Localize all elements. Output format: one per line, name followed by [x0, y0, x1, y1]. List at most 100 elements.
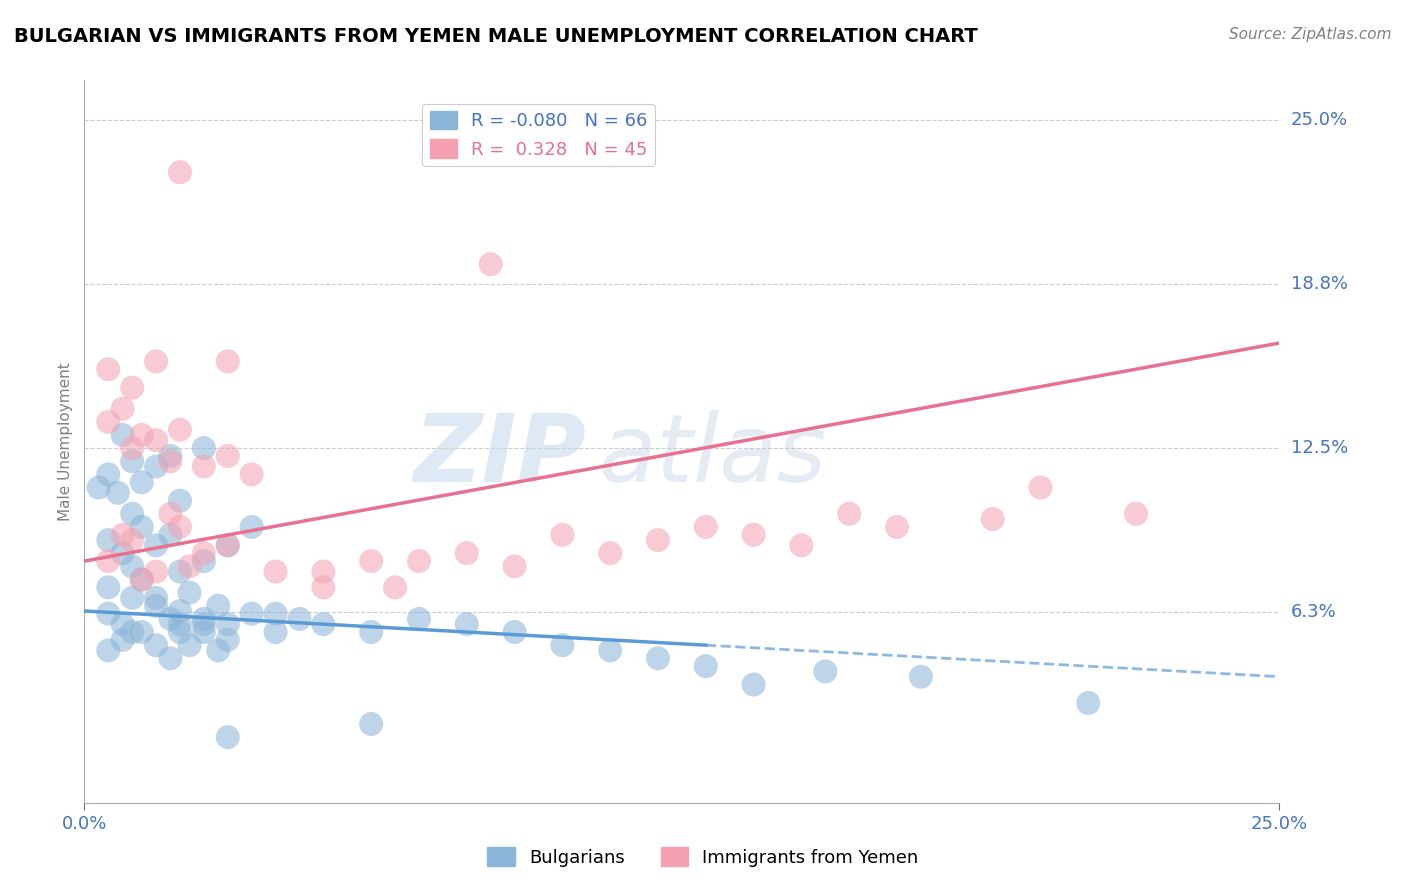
Text: 12.5%: 12.5%: [1291, 439, 1348, 457]
Point: [179, 585, 201, 599]
Point: [179, 559, 201, 574]
Text: ZIP: ZIP: [413, 410, 586, 502]
Point: [790, 538, 813, 552]
Point: [169, 565, 191, 579]
Point: [159, 528, 181, 542]
Point: [217, 730, 239, 744]
Point: [217, 617, 239, 632]
Point: [121, 533, 143, 547]
Point: [742, 528, 765, 542]
Point: [384, 580, 406, 594]
Point: [240, 520, 263, 534]
Point: [121, 507, 143, 521]
Point: [131, 573, 153, 587]
Point: [742, 677, 765, 691]
Point: [169, 520, 191, 534]
Point: [121, 454, 143, 468]
Text: 6.3%: 6.3%: [1291, 603, 1336, 622]
Point: [97, 362, 120, 376]
Point: [240, 467, 263, 482]
Point: [121, 381, 143, 395]
Point: [111, 428, 134, 442]
Point: [360, 625, 382, 640]
Point: [159, 651, 181, 665]
Point: [131, 428, 153, 442]
Point: [159, 454, 181, 468]
Point: [981, 512, 1004, 526]
Point: [193, 554, 215, 568]
Point: [169, 423, 191, 437]
Point: [145, 638, 167, 652]
Point: [131, 625, 153, 640]
Point: [97, 607, 120, 621]
Point: [456, 617, 478, 632]
Point: [207, 599, 229, 613]
Point: [1029, 481, 1052, 495]
Point: [479, 257, 502, 271]
Point: [159, 449, 181, 463]
Point: [503, 559, 526, 574]
Point: [193, 625, 215, 640]
Point: [145, 354, 167, 368]
Point: [264, 607, 287, 621]
Point: [217, 632, 239, 647]
Point: [910, 670, 932, 684]
Point: [159, 507, 181, 521]
Point: [312, 565, 335, 579]
Point: [131, 475, 153, 490]
Point: [169, 625, 191, 640]
Point: [217, 449, 239, 463]
Point: [647, 651, 669, 665]
Point: [456, 546, 478, 560]
Point: [312, 580, 335, 594]
Legend: Bulgarians, Immigrants from Yemen: Bulgarians, Immigrants from Yemen: [481, 840, 925, 874]
Point: [360, 554, 382, 568]
Point: [217, 354, 239, 368]
Point: [97, 533, 120, 547]
Point: [97, 643, 120, 657]
Point: [193, 546, 215, 560]
Point: [145, 565, 167, 579]
Point: [107, 485, 129, 500]
Point: [312, 617, 335, 632]
Point: [121, 559, 143, 574]
Point: [408, 612, 430, 626]
Text: Source: ZipAtlas.com: Source: ZipAtlas.com: [1229, 27, 1392, 42]
Point: [240, 607, 263, 621]
Point: [288, 612, 311, 626]
Point: [264, 625, 287, 640]
Text: 25.0%: 25.0%: [1291, 111, 1348, 128]
Point: [159, 612, 181, 626]
Point: [814, 665, 837, 679]
Point: [145, 434, 167, 448]
Text: BULGARIAN VS IMMIGRANTS FROM YEMEN MALE UNEMPLOYMENT CORRELATION CHART: BULGARIAN VS IMMIGRANTS FROM YEMEN MALE …: [14, 27, 977, 45]
Point: [97, 415, 120, 429]
Point: [1125, 507, 1147, 521]
Point: [121, 625, 143, 640]
Legend: R = -0.080   N = 66, R =  0.328   N = 45: R = -0.080 N = 66, R = 0.328 N = 45: [422, 103, 655, 166]
Point: [145, 459, 167, 474]
Point: [121, 591, 143, 605]
Point: [551, 528, 574, 542]
Point: [217, 538, 239, 552]
Point: [169, 604, 191, 618]
Point: [169, 165, 191, 179]
Point: [193, 459, 215, 474]
Point: [838, 507, 860, 521]
Point: [408, 554, 430, 568]
Point: [111, 617, 134, 632]
Point: [145, 599, 167, 613]
Point: [264, 565, 287, 579]
Point: [131, 520, 153, 534]
Point: [111, 401, 134, 416]
Point: [1077, 696, 1099, 710]
Point: [97, 467, 120, 482]
Point: [169, 617, 191, 632]
Point: [551, 638, 574, 652]
Text: atlas: atlas: [599, 410, 827, 501]
Point: [97, 580, 120, 594]
Point: [87, 481, 110, 495]
Point: [360, 717, 382, 731]
Point: [207, 643, 229, 657]
Point: [886, 520, 908, 534]
